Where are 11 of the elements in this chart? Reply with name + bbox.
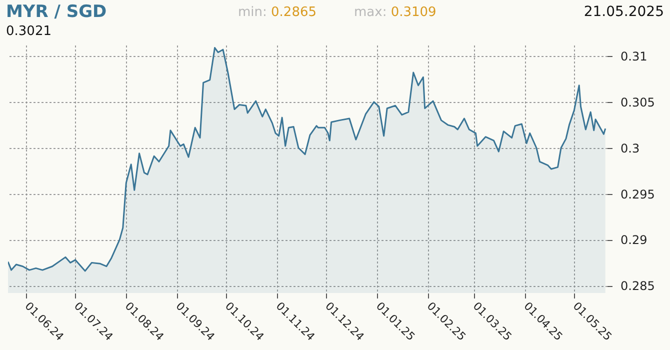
y-tick-label: 0.305	[620, 95, 655, 110]
text: 21.05.2025	[584, 4, 664, 20]
chart-title: MYR / SGD	[6, 2, 107, 22]
y-tick-label: 0.31	[620, 50, 648, 64]
y-tick-label: 0.285	[620, 279, 655, 294]
y-tick-label: 0.295	[620, 187, 655, 202]
text: max: 0.3109	[354, 5, 436, 20]
text: min: 0.2865	[238, 5, 317, 20]
y-tick-label: 0.29	[620, 233, 648, 248]
text: 0.3021	[6, 24, 52, 39]
y-tick-label: 0.3	[620, 141, 640, 156]
